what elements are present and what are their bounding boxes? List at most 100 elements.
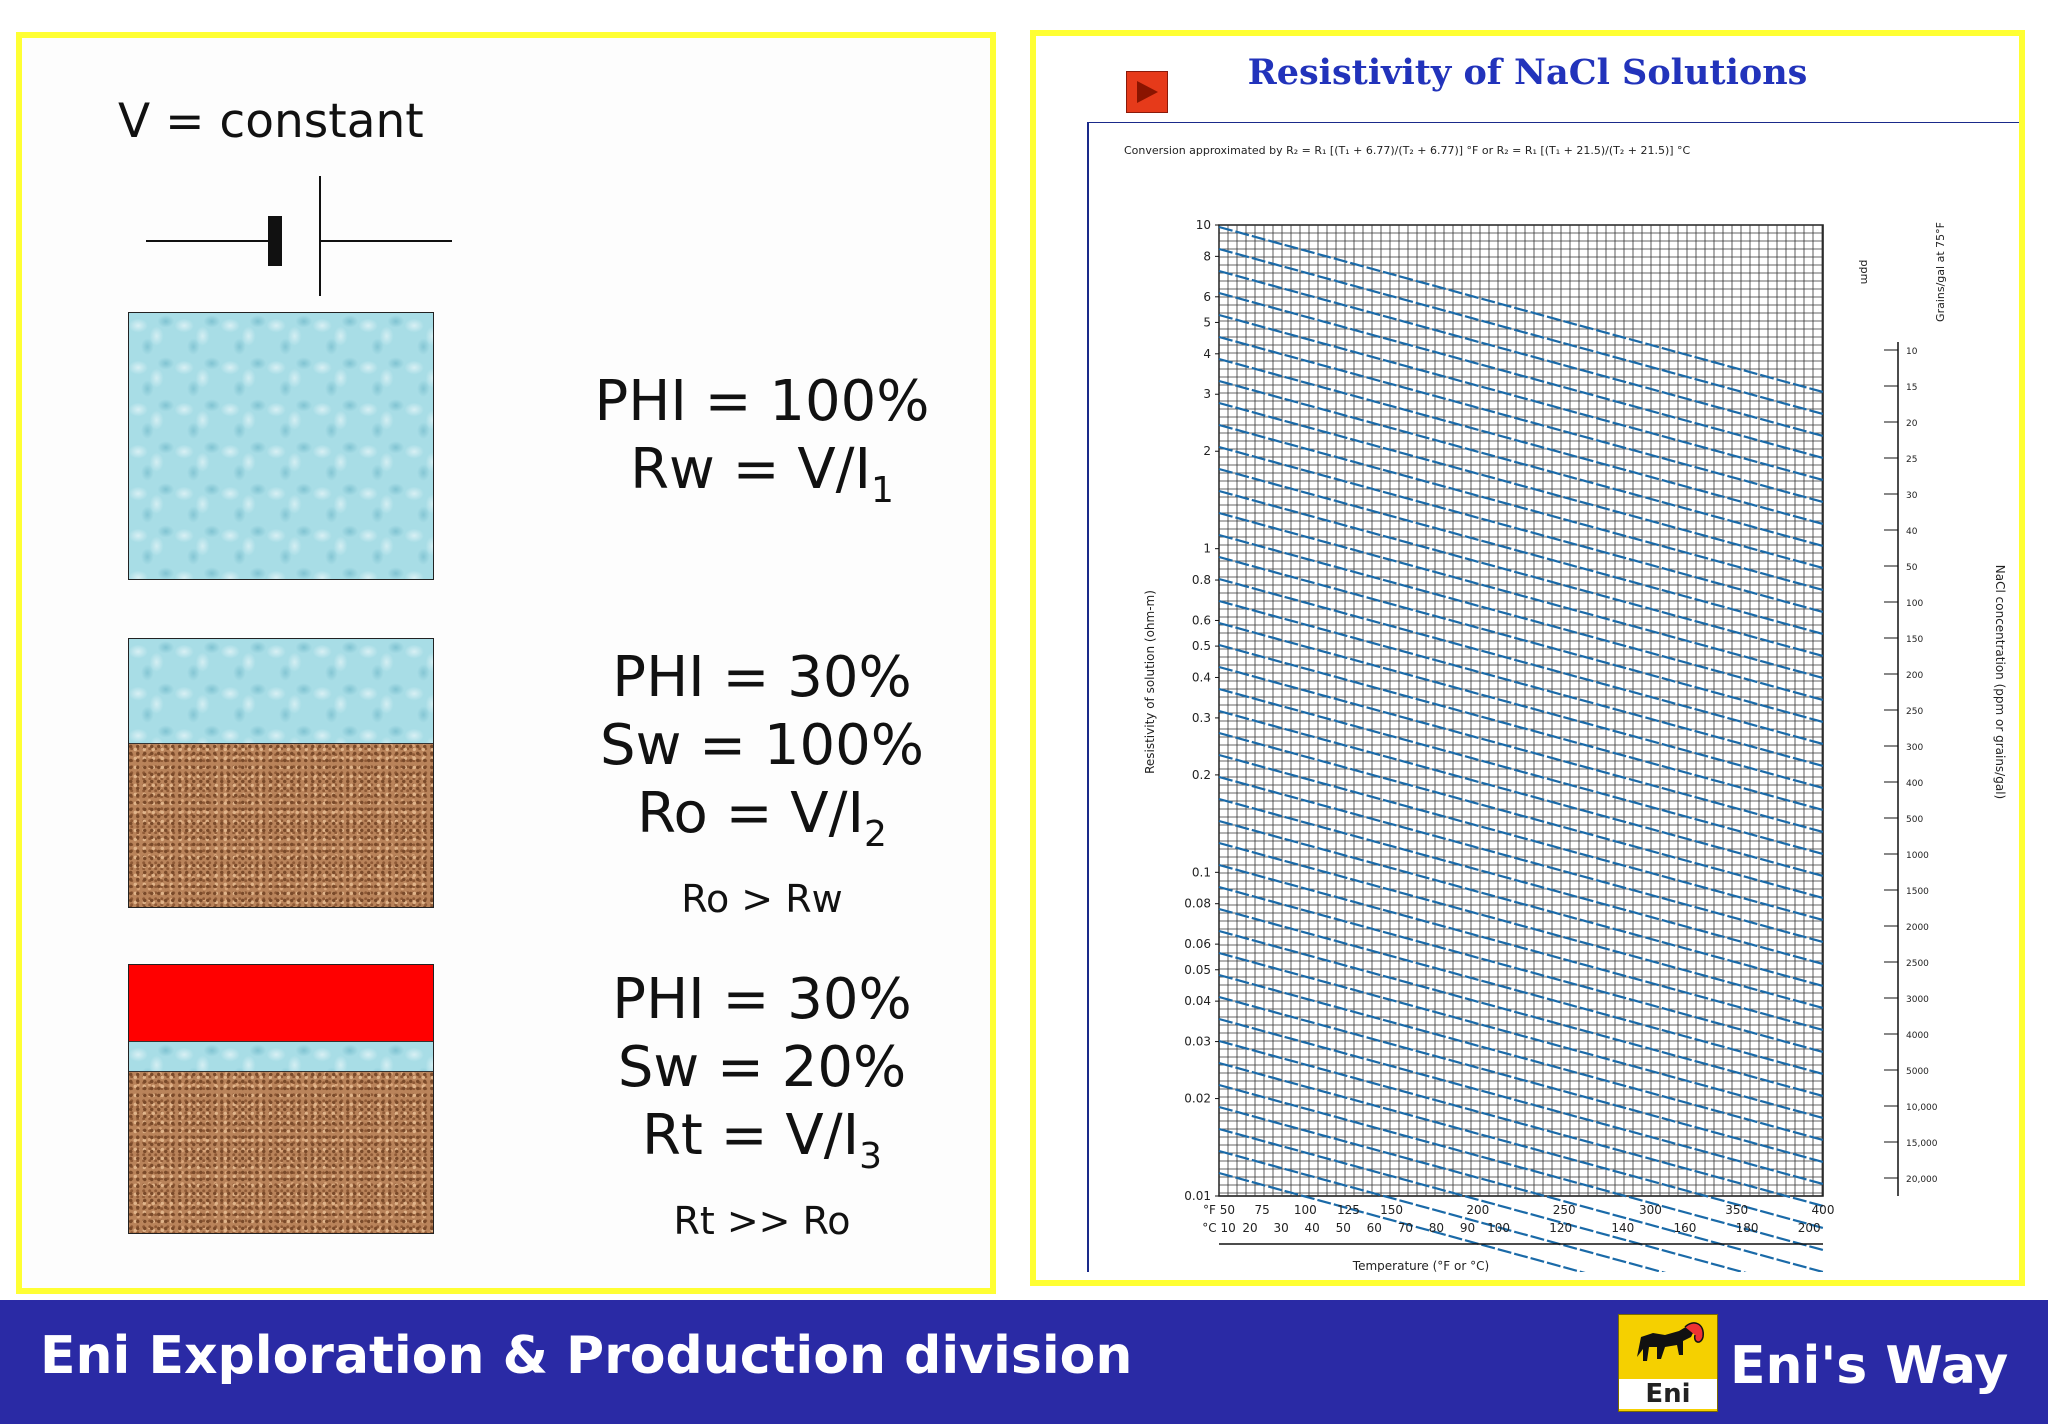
resistivity-curve — [1218, 841, 1824, 1010]
sample3-equations: PHI = 30% Sw = 20% Rt = V/I3 Rt >> Ro — [562, 966, 962, 1251]
play-icon — [1137, 81, 1158, 103]
resistivity-curve — [1218, 885, 1824, 1054]
y-tick-label: 4 — [1203, 347, 1211, 361]
y-tick-label: 0.05 — [1184, 963, 1211, 977]
grains-tick-label: 500 — [1906, 815, 1923, 825]
resistivity-curve — [1218, 753, 1824, 922]
resistivity-curve — [1218, 379, 1824, 548]
x-tick-label-f: 125 — [1337, 1203, 1360, 1217]
y-tick-label: 6 — [1203, 290, 1211, 304]
sample1-equations: PHI = 100% Rw = V/I1 — [562, 368, 962, 525]
resistivity-curve — [1218, 973, 1824, 1142]
y-tick-label: 0.03 — [1184, 1035, 1211, 1049]
voltage-label: V = constant — [118, 94, 424, 149]
x-tick-label-c: 120 — [1549, 1221, 1572, 1235]
ppm-label: ppm — [1858, 260, 1871, 285]
resistivity-curve — [1218, 863, 1824, 1032]
grains-tick-label: 300 — [1906, 743, 1923, 753]
resistivity-curve — [1218, 247, 1824, 416]
resistivity-curve — [1218, 907, 1824, 1076]
rock-layer — [129, 743, 433, 907]
x-tick-label-c: 80 — [1429, 1221, 1444, 1235]
logo-label: Eni — [1619, 1379, 1717, 1409]
grains-tick-label: 250 — [1906, 707, 1923, 717]
y-tick-label: 0.1 — [1192, 865, 1211, 879]
resistivity-curve — [1218, 643, 1824, 812]
grains-tick-label: 150 — [1906, 635, 1923, 645]
nacl-resistivity-chart: Conversion approximated by R₂ = R₁ [(T₁ … — [1087, 122, 2019, 1272]
x-tick-label-f: 400 — [1812, 1203, 1835, 1217]
resistivity-curve — [1218, 467, 1824, 636]
resistivity-curve — [1218, 423, 1824, 592]
grains-tick-label: 1000 — [1906, 851, 1929, 861]
grains-tick-label: 2000 — [1906, 923, 1929, 933]
resistivity-curve — [1218, 1083, 1824, 1252]
play-button[interactable] — [1126, 71, 1168, 113]
resistivity-curve — [1218, 489, 1824, 658]
resistivity-curve — [1218, 445, 1824, 614]
y-axis-label: Resistivity of solution (ohm-m) — [1143, 590, 1157, 774]
resistivity-curve — [1218, 335, 1824, 504]
ro-equation: Ro = V/I2 — [637, 781, 887, 855]
grains-tick-label: 25 — [1906, 455, 1917, 465]
rt-equation: Rt = V/I3 — [642, 1103, 882, 1177]
division-title: Eni Exploration & Production division — [40, 1326, 1133, 1386]
x-tick-label-f: 75 — [1255, 1203, 1270, 1217]
x-tick-label-f: °F 50 — [1203, 1203, 1235, 1217]
resistivity-curve — [1218, 533, 1824, 702]
resistivity-curve — [1218, 819, 1824, 988]
grains-tick-label: 30 — [1906, 491, 1918, 501]
resistivity-curve — [1218, 225, 1824, 394]
eni-logo: Eni — [1618, 1314, 1718, 1412]
sw-value: Sw = 20% — [617, 1035, 907, 1100]
sample-water-rock — [128, 638, 434, 908]
x-tick-label-c: 100 — [1487, 1221, 1510, 1235]
resistivity-curve — [1218, 775, 1824, 944]
y-tick-label: 10 — [1196, 218, 1211, 232]
phi-value: PHI = 30% — [612, 967, 912, 1032]
ro-comparison: Ro > Rw — [681, 877, 843, 921]
y-tick-label: 0.3 — [1192, 711, 1211, 725]
x-tick-label-f: 150 — [1380, 1203, 1403, 1217]
six-legged-dog-icon — [1637, 1322, 1704, 1361]
resistivity-curve — [1218, 1171, 1586, 1272]
resistivity-curve — [1218, 599, 1824, 768]
grains-tick-label: 10 — [1906, 347, 1918, 357]
x-tick-label-f: 350 — [1725, 1203, 1748, 1217]
chart-formula: Conversion approximated by R₂ = R₁ [(T₁ … — [1124, 144, 1691, 157]
right-panel: Resistivity of NaCl Solutions Conversion… — [1030, 30, 2025, 1286]
y-tick-label: 3 — [1203, 387, 1211, 401]
x-tick-label-c: 200 — [1798, 1221, 1821, 1235]
resistivity-curve — [1218, 291, 1824, 460]
left-panel: V = constant PHI = 100% Rw = V/I1 PHI = … — [16, 32, 996, 1294]
sw-value: Sw = 100% — [600, 713, 924, 778]
y-tick-label: 0.02 — [1184, 1092, 1211, 1106]
y-tick-label: 5 — [1203, 315, 1211, 329]
resistivity-curve — [1218, 1017, 1824, 1186]
resistivity-curve — [1218, 401, 1824, 570]
x-tick-label-c: °C 10 — [1202, 1221, 1235, 1235]
resistivity-curve — [1218, 511, 1824, 680]
rock-layer — [129, 1071, 433, 1233]
y-tick-label: 0.4 — [1192, 670, 1211, 684]
x-tick-label-f: 100 — [1294, 1203, 1317, 1217]
y-tick-label: 0.04 — [1184, 994, 1211, 1008]
y-tick-label: 0.2 — [1192, 768, 1211, 782]
water-layer — [129, 313, 433, 579]
phi-value: PHI = 100% — [594, 369, 930, 434]
resistivity-curve — [1218, 313, 1824, 482]
grains-tick-label: 15 — [1906, 383, 1917, 393]
resistivity-curve — [1218, 1061, 1824, 1230]
y-tick-label: 1 — [1203, 542, 1211, 556]
grains-tick-label: 4000 — [1906, 1031, 1929, 1041]
resistivity-curve — [1218, 357, 1824, 526]
x-tick-label-c: 180 — [1736, 1221, 1759, 1235]
resistivity-curve — [1218, 951, 1824, 1120]
y-tick-label: 8 — [1203, 249, 1211, 263]
resistivity-curve — [1218, 577, 1824, 746]
rt-comparison: Rt >> Ro — [673, 1199, 851, 1243]
x-tick-label-f: 300 — [1639, 1203, 1662, 1217]
x-tick-label-f: 200 — [1466, 1203, 1489, 1217]
footer-bar: Eni Exploration & Production division En… — [0, 1300, 2048, 1424]
sample-oil-water-rock — [128, 964, 434, 1234]
